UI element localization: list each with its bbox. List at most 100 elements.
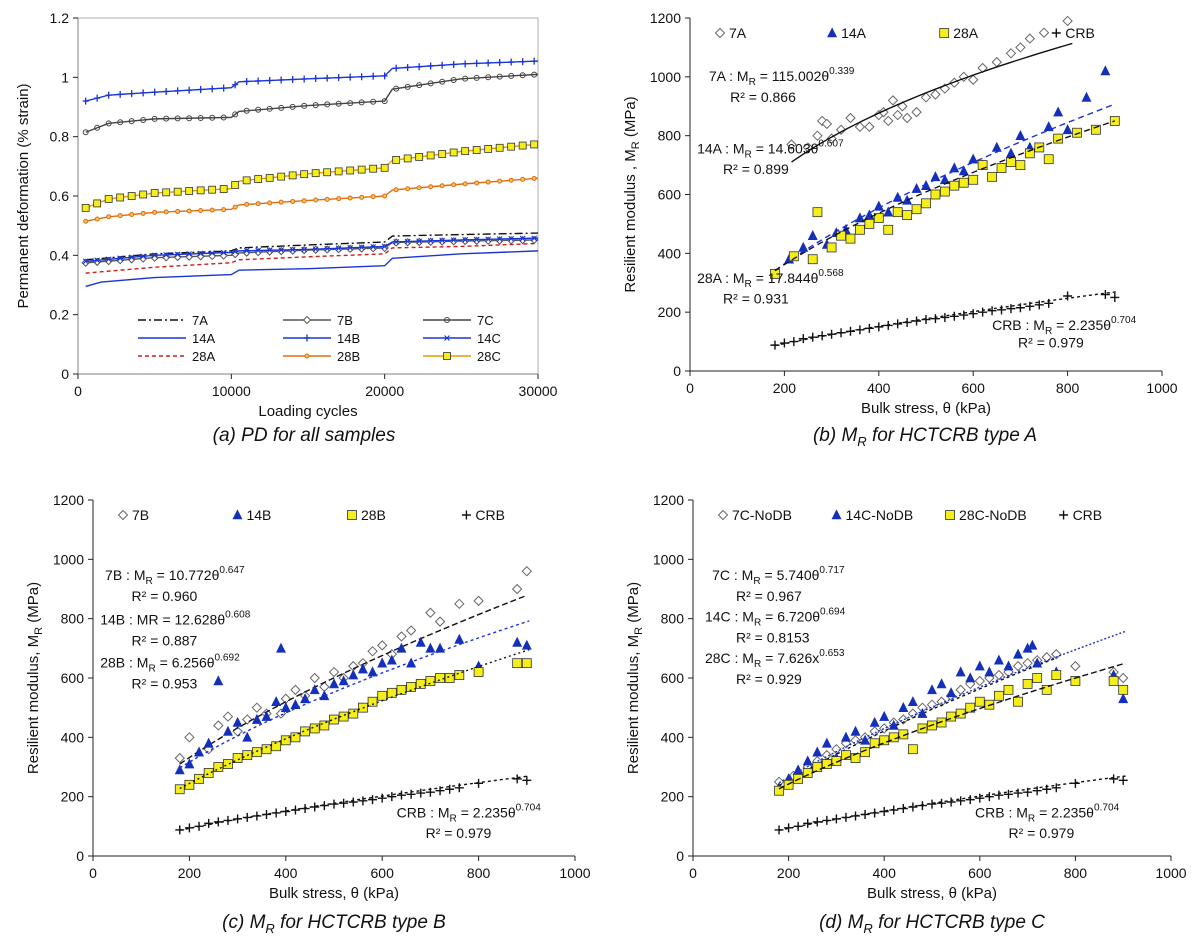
data-point — [439, 183, 445, 189]
legend-label: CRB — [1073, 507, 1103, 523]
data-point — [232, 248, 239, 255]
data-point — [1110, 292, 1120, 302]
data-point — [251, 702, 263, 713]
legend-item: 7A — [714, 25, 747, 41]
data-point — [437, 237, 447, 246]
data-point — [975, 793, 985, 803]
data-point — [301, 75, 308, 83]
data-point — [426, 151, 435, 160]
legend-item: 28C-NoDB — [945, 507, 1027, 523]
data-point — [1081, 91, 1092, 102]
data-point — [454, 670, 465, 680]
data-point — [965, 702, 976, 713]
data-point — [984, 666, 995, 677]
data-point — [958, 177, 969, 188]
data-point — [425, 676, 436, 686]
data-point — [404, 238, 411, 245]
data-point — [425, 607, 436, 618]
data-point — [978, 307, 988, 317]
x-tick-label: 400 — [867, 380, 891, 396]
legend-label: 7B — [132, 507, 149, 523]
data-point — [300, 693, 311, 704]
data-point — [348, 660, 359, 672]
series-CRB — [770, 290, 1120, 350]
x-axis-label: Bulk stress, θ (kPa) — [269, 885, 399, 902]
data-point — [301, 198, 307, 204]
data-point — [1015, 160, 1026, 170]
x-tick-label: 400 — [873, 865, 897, 881]
data-point — [518, 235, 527, 245]
data-point — [907, 744, 918, 755]
legend: 7A 7B 7C 14A 14B 14C 28A 28B 28C — [138, 313, 501, 364]
data-point — [845, 233, 856, 244]
legend-marker — [461, 510, 471, 520]
data-point — [186, 251, 193, 257]
data-point — [869, 716, 880, 727]
legend-marker — [443, 352, 451, 360]
data-point — [82, 258, 89, 265]
legend-label: 14C — [477, 331, 501, 346]
caption-c: (c) MR for HCTCRB type B — [222, 912, 446, 936]
data-point — [324, 101, 331, 108]
data-point — [261, 710, 272, 721]
data-point — [338, 711, 349, 722]
data-point — [495, 143, 504, 152]
data-point — [888, 719, 899, 730]
y-tick-label: 1200 — [653, 492, 684, 508]
data-point — [347, 195, 353, 201]
data-point — [309, 672, 320, 684]
trend-line — [778, 662, 1126, 790]
data-point — [531, 71, 538, 78]
legend-item: 28B — [347, 507, 386, 523]
data-point — [1117, 672, 1129, 684]
data-point — [892, 109, 903, 121]
data-point — [807, 254, 818, 265]
data-point — [508, 235, 515, 242]
data-point — [864, 323, 874, 333]
legend-marker — [444, 335, 450, 341]
data-point — [454, 633, 465, 644]
equation-label: CRB : MR = 2.235θ0.704 — [397, 802, 542, 824]
equation-label: 7A : MR = 115.002θ0.339 — [709, 66, 855, 88]
data-point — [968, 153, 979, 164]
data-point — [873, 213, 884, 223]
data-point — [335, 74, 342, 82]
data-point — [1012, 660, 1024, 672]
data-point — [255, 201, 261, 207]
data-point — [1024, 148, 1035, 159]
caption-d: (d) MR for HCTCRB type C — [819, 912, 1045, 936]
legend-item: 14C-NoDB — [831, 507, 913, 523]
data-point — [83, 218, 89, 224]
data-point — [462, 236, 469, 243]
data-point — [1027, 639, 1038, 650]
data-point — [994, 790, 1004, 800]
data-point — [173, 187, 182, 196]
data-point — [242, 714, 253, 725]
data-point — [232, 204, 238, 210]
data-point — [221, 207, 227, 213]
data-point — [209, 114, 216, 121]
data-point — [450, 60, 457, 68]
x-tick-label: 0 — [89, 865, 97, 881]
y-tick-label: 1200 — [53, 492, 84, 508]
data-point — [474, 180, 480, 186]
data-point — [220, 114, 227, 121]
caption-a: (a) PD for all samples — [212, 425, 396, 446]
data-point — [959, 310, 969, 320]
data-point — [396, 631, 407, 642]
data-point — [826, 242, 837, 253]
data-point — [439, 61, 446, 69]
data-point — [835, 124, 847, 135]
chart-d: 0 200 400 600 800 1000 0 200 400 600 800 1000 1200 Bu… — [625, 492, 1187, 902]
legend-marker — [939, 28, 950, 38]
data-point — [173, 252, 182, 262]
legend-item: CRB — [1059, 507, 1102, 523]
data-point — [770, 269, 780, 279]
data-point — [300, 170, 309, 179]
data-point — [531, 57, 538, 65]
data-point — [213, 720, 224, 731]
data-point — [280, 701, 291, 712]
data-point — [907, 708, 919, 719]
data-point — [1006, 157, 1016, 168]
data-point — [798, 241, 809, 252]
